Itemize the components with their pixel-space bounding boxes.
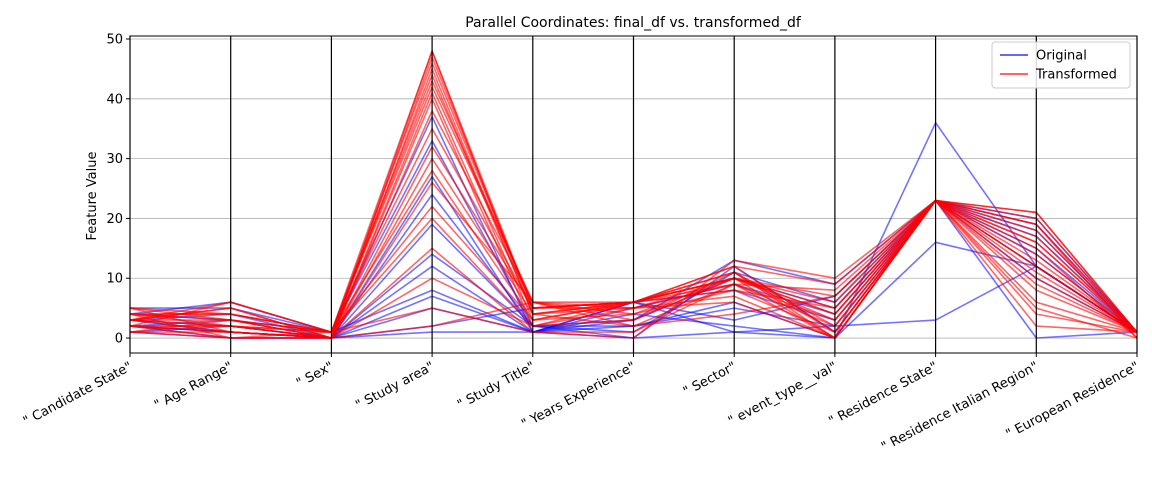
- y-tick-label-50: 50: [106, 32, 123, 47]
- y-tick-label-20: 20: [106, 212, 123, 227]
- legend-label-original: Original: [1036, 49, 1087, 64]
- y-tick-label-0: 0: [115, 332, 123, 347]
- legend: Original Transformed: [991, 41, 1131, 89]
- legend-box: [991, 41, 1131, 89]
- chart-title: Parallel Coordinates: final_df vs. trans…: [465, 15, 802, 31]
- y-axis-label: Feature Value: [85, 152, 100, 241]
- y-tick-label-40: 40: [106, 92, 123, 107]
- y-tick-label-30: 30: [106, 152, 123, 167]
- y-tick-label-10: 10: [106, 272, 123, 287]
- y-axis-ticks: 0 10 20 30 40 50: [106, 32, 130, 347]
- legend-label-transformed: Transformed: [1035, 68, 1117, 83]
